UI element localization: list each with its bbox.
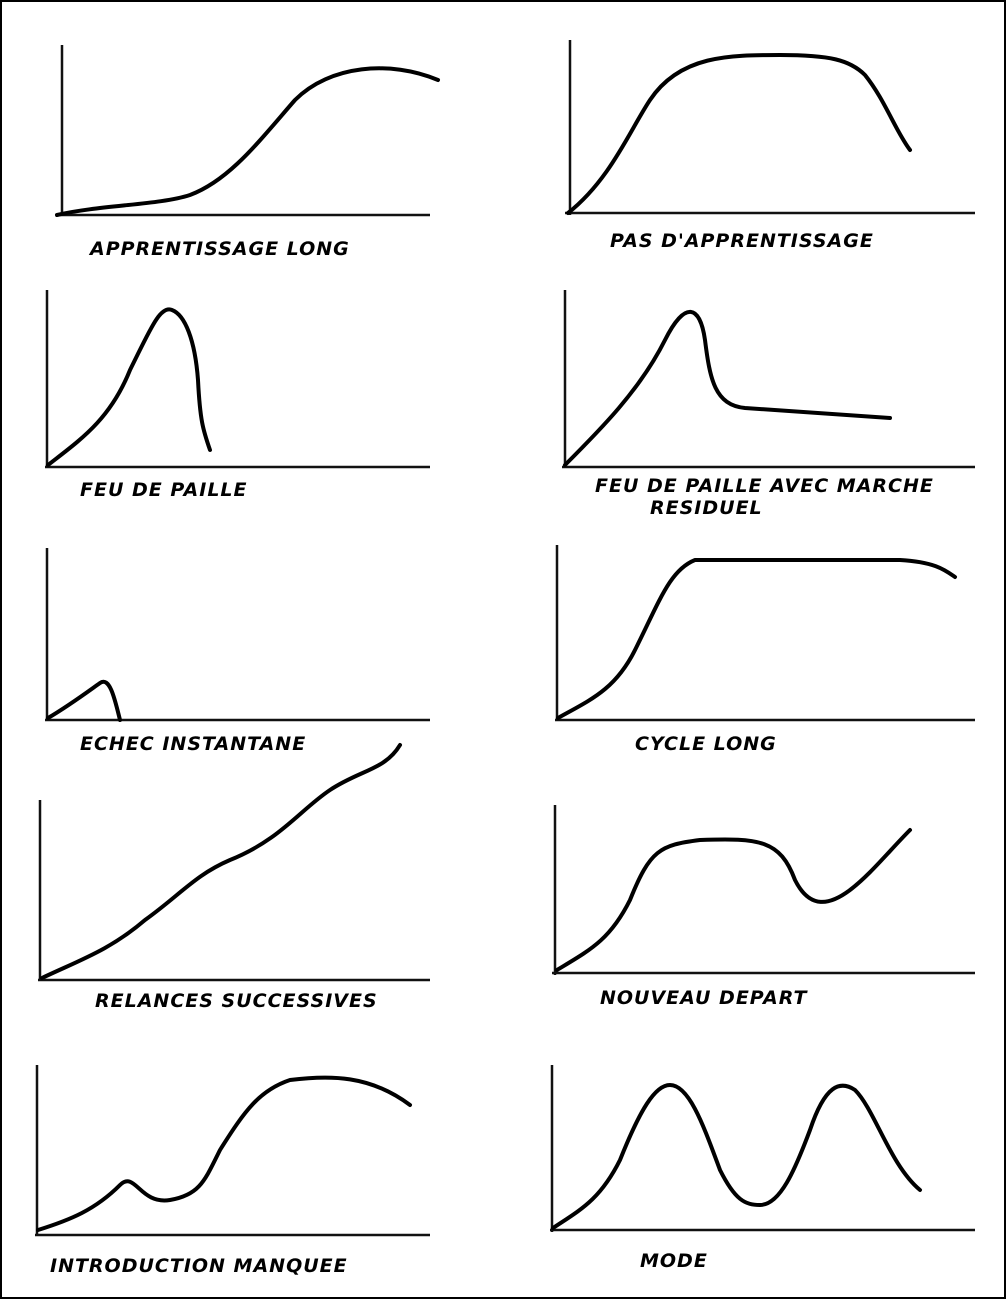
panel-label: PAS D'APPRENTISSAGE	[610, 230, 874, 252]
panel-label: ECHEC INSTANTANE	[80, 733, 306, 755]
panel-label: FEU DE PAILLE	[80, 479, 248, 501]
panel-label: MODE	[640, 1250, 708, 1272]
panel-label: CYCLE LONG	[635, 733, 777, 755]
panel-label: FEU DE PAILLE AVEC MARCHE	[595, 475, 934, 497]
panel-label: APPRENTISSAGE LONG	[88, 238, 350, 260]
page-border	[1, 1, 1005, 1298]
panel-label: NOUVEAU DEPART	[600, 987, 808, 1009]
panel-label: INTRODUCTION MANQUEE	[50, 1255, 348, 1277]
diagram: APPRENTISSAGE LONG PAS D'APPRENTISSAGE F…	[0, 0, 1007, 1300]
panel-label: RELANCES SUCCESSIVES	[95, 990, 378, 1012]
panel-label: RESIDUEL	[650, 497, 763, 519]
